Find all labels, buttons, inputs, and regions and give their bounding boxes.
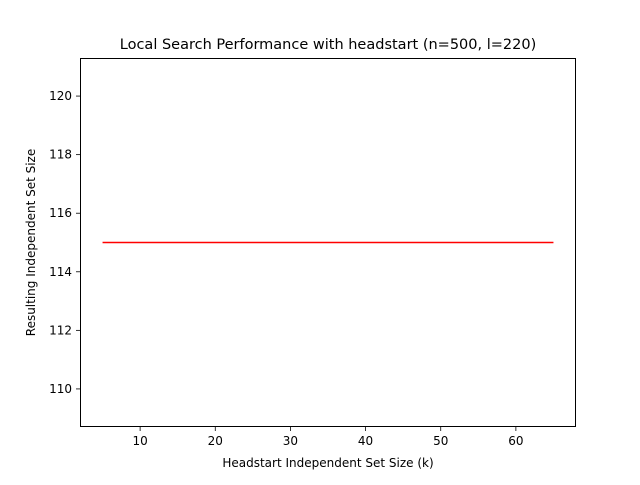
y-tick-label: 116: [49, 206, 72, 220]
x-tick-label: 10: [132, 434, 147, 448]
x-tick-label: 20: [208, 434, 223, 448]
y-axis: 110 112 114 116 118 120: [49, 89, 80, 396]
y-tick-label: 118: [49, 148, 72, 162]
x-axis: 10 20 30 40 50 60: [132, 427, 524, 448]
x-tick-label: 40: [358, 434, 373, 448]
y-tick-label: 110: [49, 382, 72, 396]
y-tick-label: 112: [49, 323, 72, 337]
x-tick-label: 50: [433, 434, 448, 448]
x-axis-label: Headstart Independent Set Size (k): [222, 456, 433, 470]
y-tick-label: 120: [49, 89, 72, 103]
y-tick-label: 114: [49, 265, 72, 279]
plot-frame: [80, 58, 576, 427]
x-tick-label: 60: [508, 434, 523, 448]
y-axis-label: Resulting Independent Set Size: [24, 149, 38, 336]
chart-title: Local Search Performance with headstart …: [120, 37, 536, 53]
x-tick-label: 30: [283, 434, 298, 448]
